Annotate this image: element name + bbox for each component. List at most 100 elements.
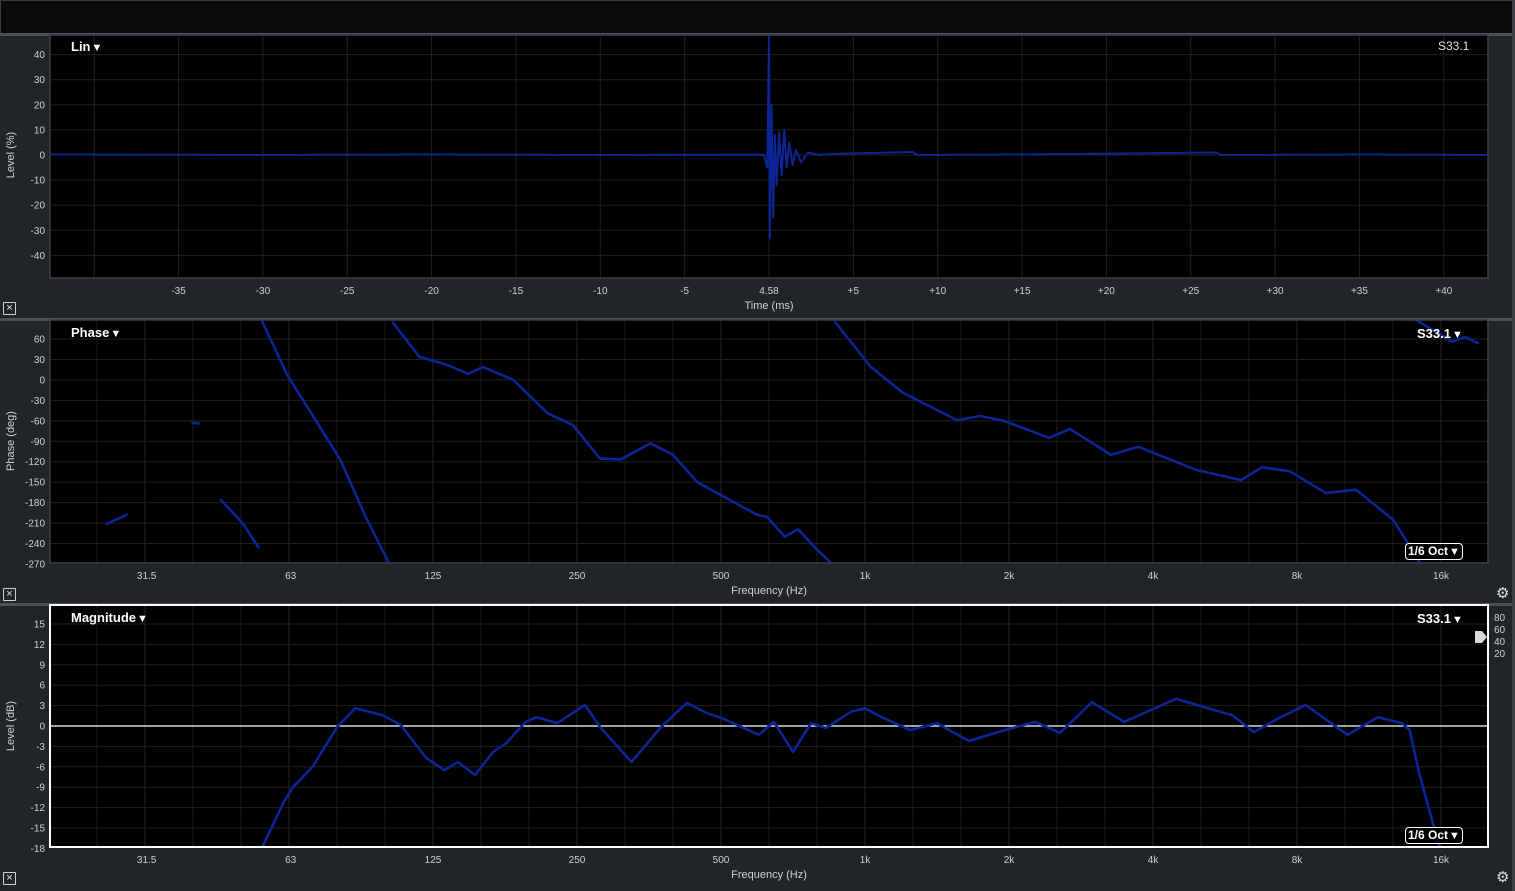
phase-trace-segment — [191, 421, 201, 425]
impulse-y-tick-label: 10 — [34, 125, 46, 136]
close-phase-panel-icon[interactable]: × — [3, 588, 16, 601]
impulse-x-tick-label: 4.58 — [759, 286, 779, 297]
phase-data-point — [649, 442, 652, 445]
magnitude-data-point — [556, 722, 558, 725]
magnitude-data-point — [1346, 734, 1349, 736]
magnitude-data-point — [292, 786, 294, 788]
phase-data-point — [1477, 342, 1479, 344]
magnitude-mode-dropdown[interactable]: Magnitude▼ — [71, 610, 148, 625]
phase-data-point — [1137, 445, 1139, 448]
impulse-x-tick-label: -20 — [424, 286, 439, 297]
magnitude-y-tick-label: 3 — [39, 701, 45, 712]
phase-data-point — [1003, 420, 1005, 422]
impulse-x-tick-label: -30 — [256, 286, 271, 297]
impulse-data-point — [772, 216, 775, 219]
dropdown-caret-icon: ▼ — [1451, 614, 1463, 626]
phase-data-point — [672, 454, 674, 456]
impulse-plot-border — [49, 34, 1489, 279]
magnitude-data-point — [505, 742, 508, 744]
dropdown-caret-icon: ▼ — [110, 328, 122, 340]
magnitude-trace-dropdown[interactable]: S33.1▼ — [1417, 611, 1463, 626]
impulse-data-point — [262, 154, 264, 156]
impulse-data-point — [1021, 153, 1023, 156]
window-edge — [1512, 0, 1515, 891]
impulse-x-tick-label: +5 — [848, 286, 860, 297]
close-impulse-panel-icon[interactable]: × — [3, 302, 16, 315]
impulse-mode-label: Lin — [71, 39, 91, 54]
phase-data-point — [286, 374, 289, 376]
phase-data-point — [1261, 466, 1263, 468]
impulse-data-point — [430, 153, 433, 156]
magnitude-data-point — [909, 729, 911, 731]
magnitude-data-point — [720, 717, 722, 719]
magnitude-y-tick-label: 0 — [39, 722, 45, 733]
magnitude-x-tick-label: 8k — [1292, 855, 1304, 866]
magnitude-y-tick-label: -12 — [31, 803, 46, 814]
phase-y-tick-label: -30 — [31, 396, 46, 407]
impulse-mode-dropdown[interactable]: Lin▼ — [71, 39, 102, 54]
level-handle-icon[interactable] — [1475, 631, 1487, 643]
phase-data-point — [816, 548, 818, 551]
phase-data-point — [198, 422, 200, 425]
magnitude-data-point — [864, 707, 866, 710]
magnitude-y-tick-label: -6 — [36, 762, 45, 773]
magnitude-x-tick-label: 63 — [285, 855, 297, 866]
magnitude-y-tick-label: -9 — [36, 783, 45, 794]
impulse-x-tick-label: -25 — [340, 286, 355, 297]
magnitude-data-point — [936, 722, 938, 725]
magnitude-data-point — [825, 727, 827, 729]
close-magnitude-panel-icon[interactable]: × — [3, 872, 16, 885]
impulse-y-tick-label: -10 — [31, 176, 46, 187]
magnitude-data-point — [354, 707, 357, 710]
phase-data-point — [1392, 518, 1394, 521]
phase-trace-label: S33.1 — [1417, 326, 1451, 341]
phase-mode-dropdown[interactable]: Phase▼ — [71, 325, 121, 340]
phase-trace-segment — [1414, 320, 1480, 345]
phase-smoothing-dropdown[interactable]: 1/6 Oct▼ — [1405, 543, 1463, 560]
magnitude-data-point — [792, 751, 794, 753]
magnitude-series — [261, 697, 1441, 847]
impulse-data-point — [869, 152, 872, 154]
impulse-y-tick-label: -30 — [31, 226, 46, 237]
impulse-x-tick-label: -10 — [593, 286, 608, 297]
phase-data-point — [191, 422, 194, 424]
impulse-data-point — [1358, 153, 1361, 156]
magnitude-y-axis-title: Level (dB) — [5, 700, 17, 752]
phase-data-point — [105, 522, 108, 525]
phase-data-point — [314, 419, 317, 421]
magnitude-smoothing-dropdown[interactable]: 1/6 Oct▼ — [1405, 827, 1463, 844]
phase-data-point — [870, 366, 872, 368]
magnitude-data-point — [882, 717, 884, 719]
phase-y-axis-title: Phase (deg) — [5, 411, 17, 471]
magnitude-data-point — [685, 702, 688, 704]
phase-y-tick-label: -60 — [31, 416, 46, 427]
phase-data-point — [1195, 469, 1197, 471]
magnitude-data-point — [1276, 718, 1278, 720]
impulse-data-point — [785, 166, 788, 169]
impulse-plot: 40 30 20 10 0 -10 -20 -30 -40 -35 -30 -25 -20 -15 -10 -… — [31, 34, 1489, 297]
magnitude-data-point — [1408, 729, 1411, 731]
magnitude-data-point — [336, 726, 338, 728]
phase-data-point — [339, 458, 342, 461]
impulse-y-tick-label: 20 — [34, 100, 46, 111]
phase-data-point — [766, 516, 768, 518]
magnitude-settings-gear-icon[interactable]: ⚙ — [1496, 869, 1510, 886]
phase-settings-gear-icon[interactable]: ⚙ — [1496, 585, 1510, 602]
magnitude-x-tick-label: 2k — [1004, 855, 1016, 866]
phase-data-point — [446, 364, 449, 366]
magnitude-data-point — [1304, 704, 1307, 706]
phase-x-tick-label: 500 — [713, 571, 730, 582]
phase-y-tick-label: -210 — [25, 519, 45, 530]
phase-trace-dropdown[interactable]: S33.1▼ — [1417, 326, 1463, 341]
phase-data-point — [1355, 488, 1357, 491]
magnitude-data-point — [1059, 732, 1061, 734]
phase-y-tick-label: -120 — [25, 457, 45, 468]
phase-y-tick-label: -180 — [25, 498, 45, 509]
impulse-y-tick-label: 0 — [39, 151, 45, 162]
phase-x-tick-label: 8k — [1292, 571, 1304, 582]
magnitude-x-tick-label: 500 — [713, 855, 730, 866]
phase-data-point — [219, 499, 222, 501]
phase-data-point — [834, 321, 836, 323]
magnitude-data-point — [1207, 707, 1209, 710]
side-scale-label: 20 — [1494, 649, 1506, 660]
